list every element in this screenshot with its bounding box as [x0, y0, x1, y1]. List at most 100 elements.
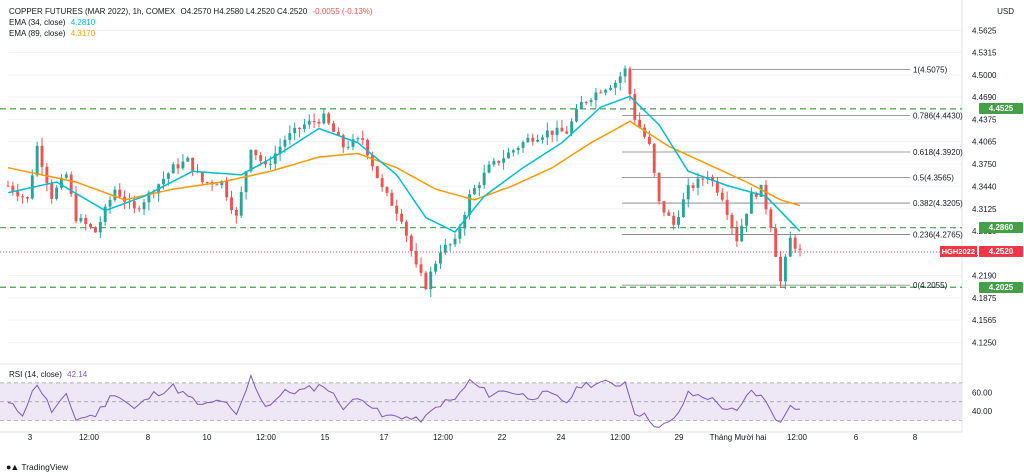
candle-body: [220, 180, 224, 186]
candle-body: [541, 137, 544, 140]
candle-body: [25, 197, 29, 199]
rsi-tick: 60.00: [972, 388, 993, 397]
candle-body: [691, 185, 695, 188]
ema89-value: 4.3170: [70, 29, 96, 38]
fib-level-label: 0(4.2055): [913, 281, 948, 290]
candle-body: [273, 153, 277, 164]
fib-level-label: 0.618(4.3920): [913, 148, 963, 157]
candle-body: [774, 228, 778, 257]
candle-body: [443, 244, 447, 253]
candle-body: [482, 172, 486, 186]
candle-body: [628, 68, 632, 95]
candle-body: [79, 217, 83, 222]
price-tick: 4.1250: [972, 339, 997, 348]
candlestick-series: [6, 65, 802, 298]
candle-body: [788, 237, 792, 257]
candle-body: [346, 146, 350, 148]
ema89-line: [7, 120, 801, 207]
currency-label[interactable]: USD: [997, 7, 1014, 16]
time-tick: 24: [557, 433, 566, 442]
candle-body: [395, 205, 399, 214]
tradingview-brand[interactable]: ●▲ TradingView: [6, 462, 68, 472]
candle-body: [191, 157, 195, 172]
candle-body: [239, 192, 243, 216]
price-tick: 4.5000: [972, 71, 997, 80]
price-tick: 4.1565: [972, 316, 997, 325]
symbol-label: COPPER FUTURES (MAR 2022), 1h, COMEX: [9, 7, 176, 16]
candle-body: [638, 119, 642, 128]
brand-label: TradingView: [21, 462, 69, 472]
candle-body: [657, 172, 661, 202]
candle-body: [113, 189, 117, 200]
ohlc-values: O4.2570 H4.2580 L4.2520 C4.2520: [180, 7, 308, 16]
candle-body: [293, 127, 297, 134]
change-value: -0.0055 (-0.13%): [312, 7, 373, 16]
candle-body: [234, 210, 238, 216]
candle-body: [268, 163, 272, 165]
candle-body: [526, 137, 530, 143]
candle-body: [176, 164, 180, 169]
level-price-tag: 4.2025: [979, 281, 1023, 293]
candle-body: [701, 178, 705, 180]
candle-body: [249, 149, 253, 172]
candle-body: [424, 272, 428, 290]
candle-body: [579, 101, 583, 110]
candle-body: [473, 188, 476, 195]
candle-body: [507, 152, 510, 159]
candle-body: [793, 237, 797, 249]
candle-body: [754, 193, 758, 197]
candle-body: [132, 201, 136, 209]
candle-body: [225, 180, 229, 198]
candle-body: [181, 161, 185, 169]
candle-body: [730, 214, 734, 227]
candle-body: [672, 215, 676, 225]
candle-body: [317, 121, 321, 124]
time-tick: 10: [203, 433, 212, 442]
candle-body: [550, 130, 554, 135]
candle-body: [64, 174, 68, 178]
time-axis: 3 12:00 8 10 12:00 15 17 12:00 22 24 12:00 29 Tháng …: [28, 433, 918, 442]
candle-body: [254, 149, 258, 156]
ema34-line: [7, 95, 801, 233]
candle-body: [171, 164, 175, 174]
candle-body: [147, 192, 151, 203]
candle-body: [186, 157, 190, 162]
candle-body: [375, 166, 379, 179]
candle-body: [351, 139, 355, 147]
price-tick: 4.5625: [972, 26, 997, 35]
candle-body: [385, 187, 389, 193]
fib-level-label: 0.5(4.3565): [913, 173, 954, 182]
candle-body: [244, 171, 248, 193]
candle-body: [511, 150, 515, 153]
candle-body: [696, 178, 700, 188]
time-tick: 3: [28, 433, 33, 442]
candle-body: [166, 173, 170, 179]
candle-body: [288, 133, 292, 140]
candle-body: [259, 155, 263, 162]
candle-body: [108, 199, 112, 207]
rsi-value: 42.14: [67, 370, 88, 379]
fib-level-label: 0.786(4.4430): [913, 112, 963, 121]
candle-body: [40, 145, 44, 167]
candle-body: [613, 82, 617, 88]
candle-body: [434, 263, 438, 272]
candle-body: [783, 256, 787, 282]
candle-body: [298, 127, 301, 129]
candle-body: [380, 178, 384, 188]
candle-body: [662, 201, 666, 213]
candle-body: [137, 208, 141, 210]
time-tick: 12:00: [787, 433, 808, 442]
candle-body: [604, 89, 608, 93]
candle-body: [409, 235, 413, 252]
tradingview-logo-icon: ●▲: [6, 462, 19, 472]
symbol-price-tag: HGH2022: [939, 246, 977, 258]
time-tick: 12:00: [79, 433, 100, 442]
candle-body: [98, 222, 102, 233]
candle-body: [361, 138, 365, 140]
candle-body: [264, 161, 267, 165]
candle-body: [720, 192, 724, 200]
legend-ema34: EMA (34, close) 4.2810: [9, 18, 95, 28]
candle-body: [735, 226, 739, 242]
candle-body: [618, 76, 622, 83]
